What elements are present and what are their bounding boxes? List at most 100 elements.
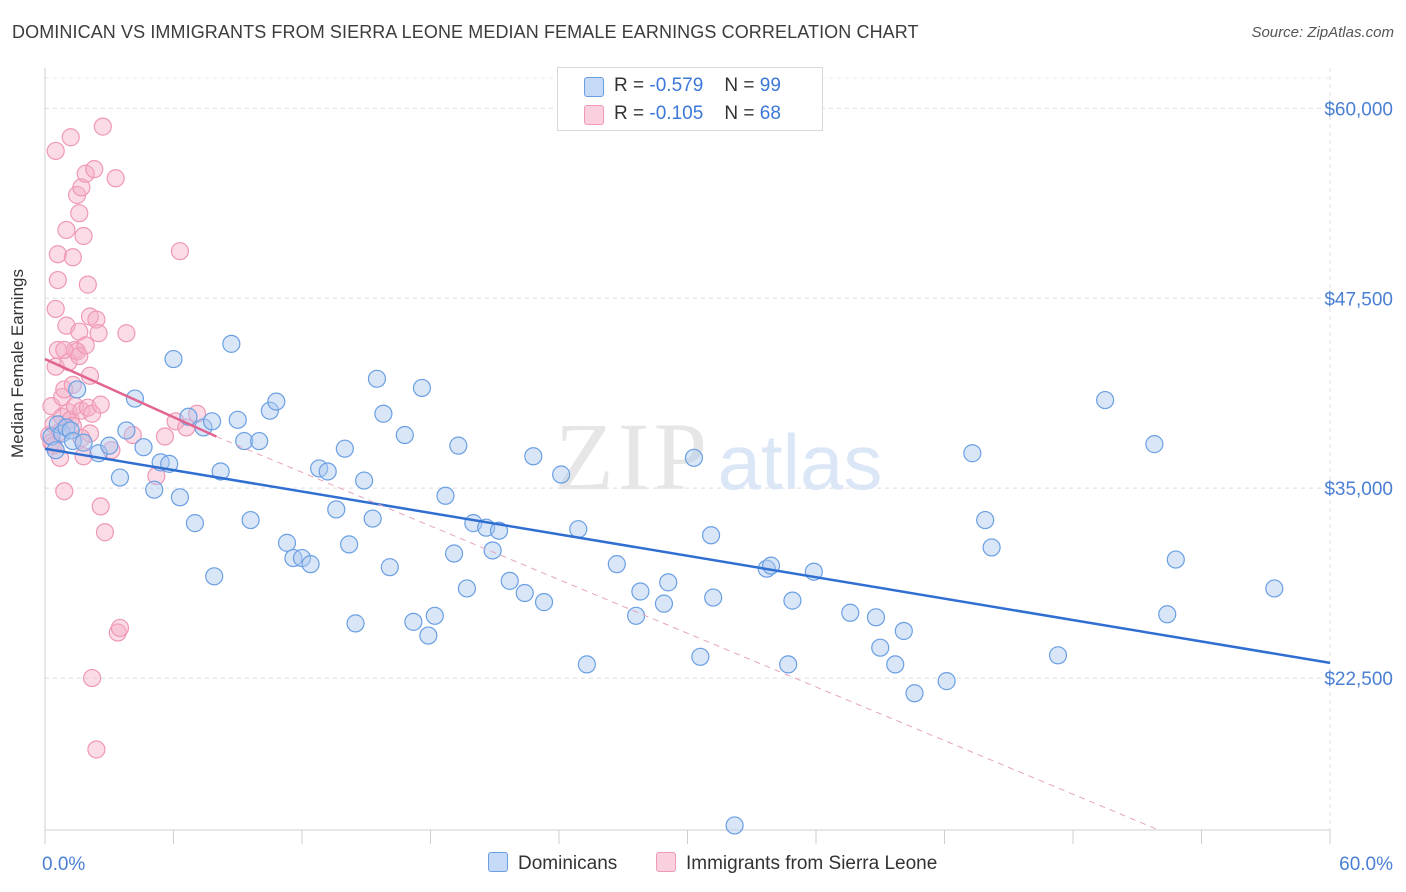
point-dominicans	[235, 431, 254, 451]
point-sierra-leone	[74, 226, 93, 246]
point-sierra-leone	[87, 740, 106, 759]
point-dominicans	[866, 608, 886, 627]
point-dominicans	[725, 816, 744, 835]
correlation-legend: R = -0.579 N = 99 R = -0.105 N = 68	[557, 67, 823, 131]
point-sierra-leone	[63, 248, 82, 267]
point-dominicans	[524, 447, 543, 466]
point-dominicans	[1048, 646, 1068, 665]
point-dominicans	[577, 655, 596, 674]
tick-labels: $22,500 $35,000 $47,500 $60,000 0.0% 60.0%	[42, 99, 1393, 875]
point-dominicans	[228, 410, 247, 429]
watermark-zip: ZIP	[555, 403, 711, 510]
point-dominicans	[327, 500, 346, 519]
point-sierra-leone	[91, 395, 110, 414]
point-dominicans	[170, 488, 190, 507]
point-dominicans	[701, 526, 721, 545]
point-dominicans	[483, 541, 502, 560]
point-dominicans	[691, 647, 710, 666]
point-dominicans	[976, 510, 995, 530]
point-dominicans	[404, 612, 423, 631]
point-dominicans	[489, 521, 509, 540]
bottom-legend-sierra-leone: Immigrants from Sierra Leone	[656, 852, 937, 875]
point-dominicans	[659, 573, 678, 592]
legend-swatch-dominicans	[584, 77, 604, 97]
trend-line-sierra-leone	[44, 357, 217, 438]
point-dominicans	[704, 588, 723, 607]
point-dominicans	[449, 436, 468, 455]
watermark-atlas: atlas	[718, 418, 883, 506]
y-tick-label: $22,500	[1324, 669, 1393, 690]
point-dominicans	[500, 571, 519, 590]
trend-line-dominicans	[44, 447, 1331, 665]
source-label: Source: ZipAtlas.com	[1251, 24, 1394, 41]
point-dominicans	[783, 591, 802, 610]
point-dominicans	[982, 538, 1001, 557]
point-dominicans	[841, 603, 860, 622]
point-dominicans	[367, 369, 387, 388]
point-dominicans	[346, 614, 365, 633]
series-sierra-leone	[40, 117, 207, 759]
point-sierra-leone	[95, 523, 115, 542]
point-dominicans	[886, 655, 905, 674]
point-dominicans	[145, 480, 164, 499]
legend-n-value-sierra-leone: 68	[759, 103, 781, 124]
point-dominicans	[444, 544, 464, 563]
point-dominicans	[260, 401, 279, 420]
point-dominicans	[412, 378, 432, 398]
legend-r-value-sierra-leone: -0.105	[649, 103, 704, 124]
point-dominicans	[74, 433, 93, 452]
point-dominicans	[110, 468, 130, 487]
point-dominicans	[222, 334, 241, 353]
point-sierra-leone	[48, 270, 67, 290]
point-dominicans	[340, 535, 359, 554]
legend-r-value-dominicans: -0.579	[649, 75, 704, 96]
point-sierra-leone	[76, 336, 95, 355]
point-dominicans	[1265, 579, 1284, 598]
chart-title: DOMINICAN VS IMMIGRANTS FROM SIERRA LEON…	[12, 22, 919, 42]
point-dominicans	[211, 462, 230, 481]
point-dominicans	[68, 380, 87, 399]
point-dominicans	[534, 593, 554, 612]
point-dominicans	[684, 448, 704, 467]
point-dominicans	[552, 465, 571, 484]
point-sierra-leone	[46, 299, 65, 319]
legend-swatch-sierra-leone	[584, 105, 604, 125]
point-dominicans	[631, 582, 650, 601]
point-dominicans	[569, 520, 588, 539]
bottom-legend-dominicans: Dominicans	[488, 852, 617, 875]
point-dominicans	[419, 626, 438, 645]
point-dominicans	[1166, 550, 1185, 569]
bottom-legend-swatch-dominicans	[488, 852, 508, 872]
legend-n-label: N =	[724, 103, 755, 124]
point-sierra-leone	[57, 220, 76, 240]
bottom-legend-label-dominicans: Dominicans	[518, 853, 618, 874]
point-dominicans	[202, 412, 222, 431]
bottom-legend-swatch-sierra-leone	[656, 852, 676, 872]
point-sierra-leone	[170, 242, 190, 261]
point-sierra-leone	[55, 340, 74, 360]
point-dominicans	[267, 392, 286, 411]
point-sierra-leone	[106, 169, 125, 188]
point-dominicans	[1145, 435, 1164, 454]
legend-r-label: R =	[614, 75, 645, 96]
point-sierra-leone	[91, 497, 110, 516]
point-dominicans	[185, 514, 205, 533]
point-sierra-leone	[53, 387, 72, 407]
point-sierra-leone	[61, 128, 80, 147]
legend-n-label: N =	[724, 75, 755, 96]
point-sierra-leone	[83, 668, 102, 688]
point-sierra-leone	[70, 204, 89, 223]
point-sierra-leone	[80, 424, 100, 443]
point-sierra-leone	[46, 141, 65, 161]
point-dominicans	[654, 594, 674, 613]
point-dominicans	[1158, 605, 1177, 624]
point-dominicans	[1096, 390, 1115, 410]
watermark: ZIP atlas	[555, 403, 882, 510]
point-dominicans	[607, 555, 626, 574]
bottom-legend-label-sierra-leone: Immigrants from Sierra Leone	[686, 853, 938, 874]
y-tick-label: $60,000	[1324, 99, 1393, 120]
trend-lines	[44, 357, 1331, 831]
point-dominicans	[374, 404, 393, 423]
point-sierra-leone	[85, 160, 104, 179]
